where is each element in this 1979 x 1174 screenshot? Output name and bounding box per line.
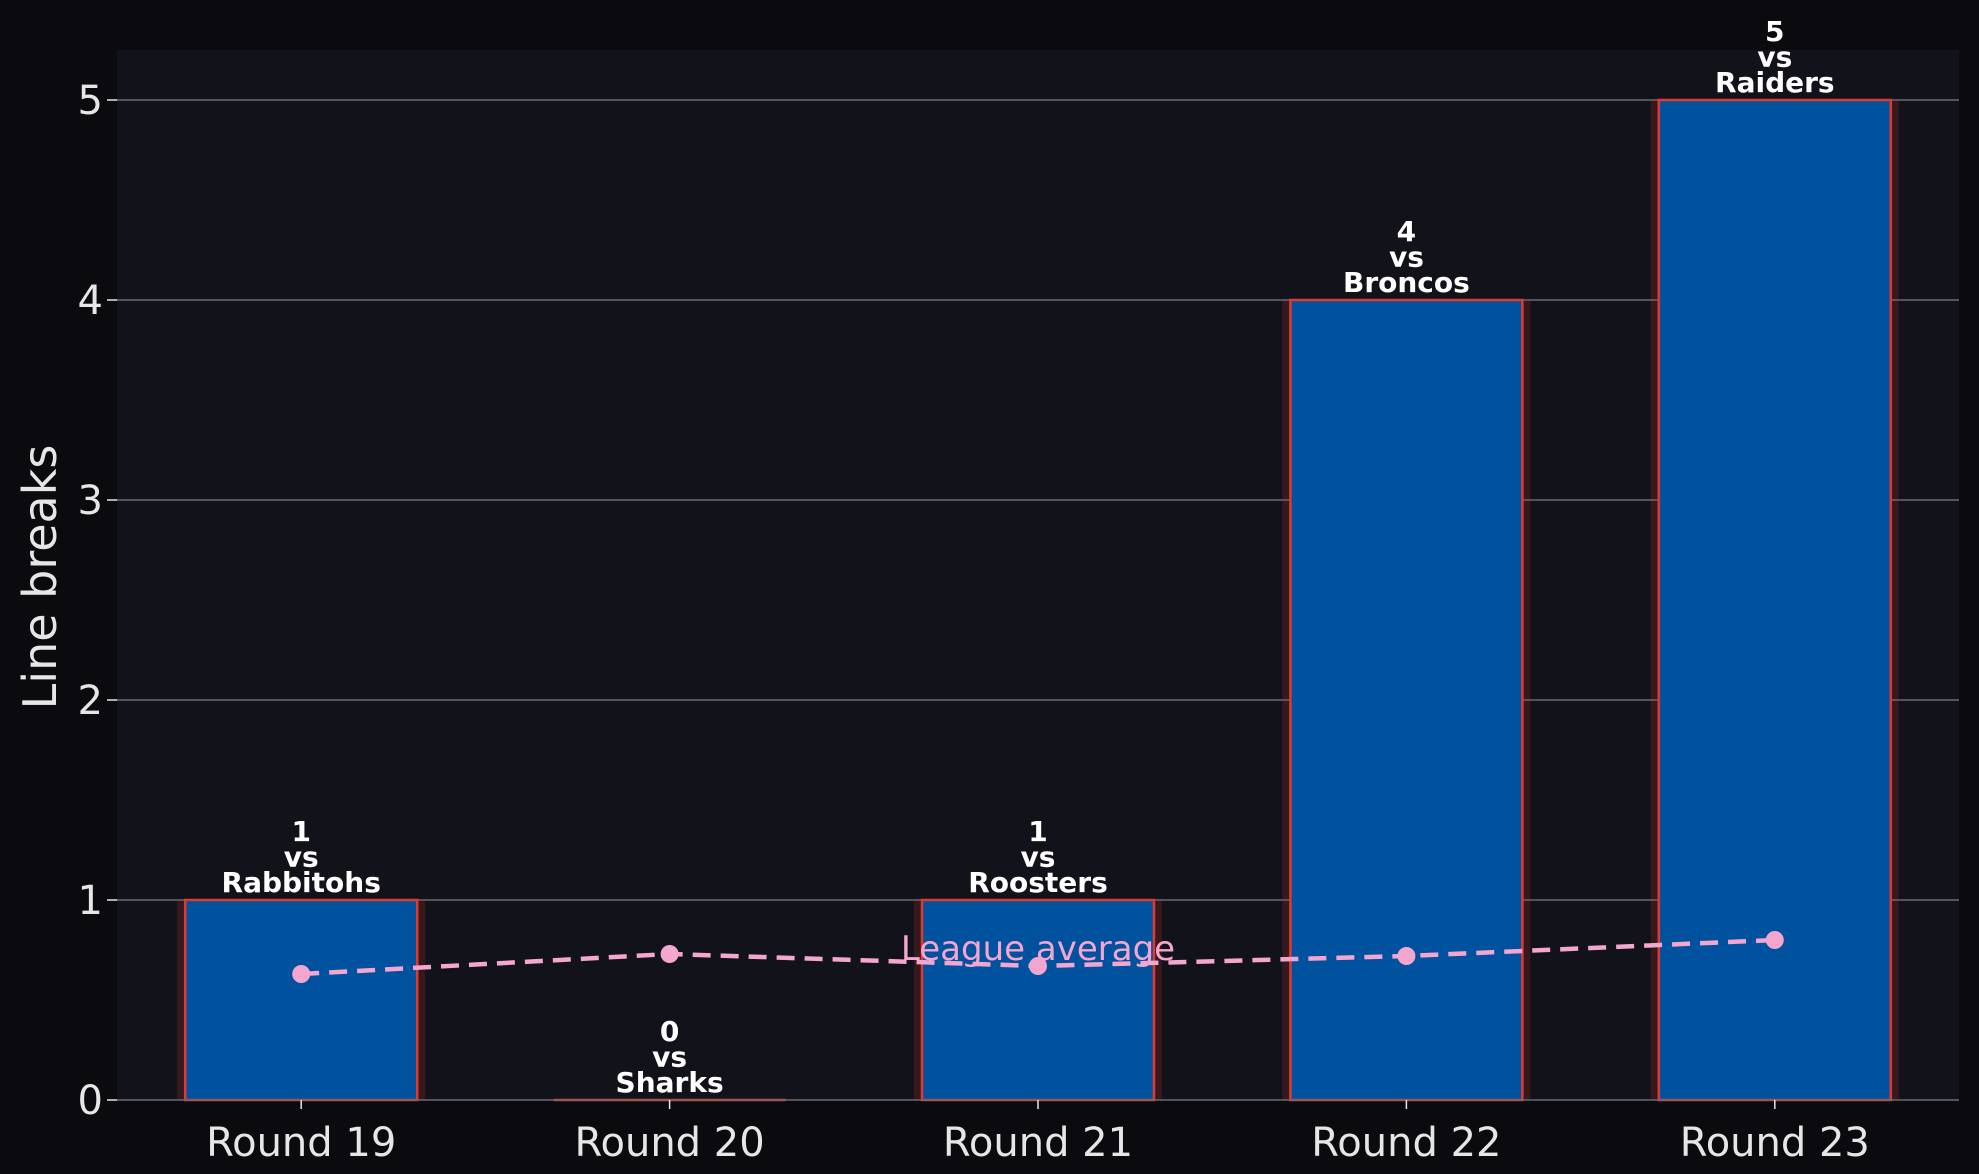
league-average-point-3	[1029, 957, 1047, 975]
ytick-label-5: 5	[78, 78, 103, 124]
league-average-point-5	[1765, 931, 1784, 949]
y-axis-ticks: 0 1 2 3 4 5	[78, 78, 117, 1124]
league-average-point-4	[1397, 947, 1416, 965]
xtick-label-round-19: Round 19	[206, 1120, 396, 1166]
bar-value-label-3: 1	[1028, 815, 1047, 848]
bar-value-label-2: 0	[660, 1015, 679, 1048]
bar-opponent-label-1: Rabbitohs	[222, 866, 381, 899]
ytick-label-1: 1	[78, 878, 103, 924]
bar-value-label-5: 5	[1765, 15, 1784, 48]
xtick-label-round-20: Round 20	[575, 1120, 765, 1166]
bar-opponent-label-2: Sharks	[616, 1066, 724, 1099]
xtick-label-round-21: Round 21	[943, 1120, 1133, 1166]
league-average-point-1	[292, 965, 311, 983]
xtick-label-round-23: Round 23	[1680, 1120, 1870, 1166]
y-axis-title: Line breaks	[13, 445, 67, 710]
bar-labels: 1vsRabbitohs0vsSharks1vsRoosters4vsBronc…	[222, 15, 1835, 1099]
bar-vs-label-4: vs	[1389, 241, 1424, 274]
bar-opponent-label-4: Broncos	[1343, 266, 1470, 299]
ytick-label-2: 2	[78, 678, 103, 724]
bar-round-19	[183, 898, 419, 1102]
ytick-label-0: 0	[78, 1078, 103, 1124]
bar-vs-label-3: vs	[1021, 841, 1056, 874]
league-average-line: League average	[292, 929, 1784, 983]
bar-vs-label-5: vs	[1757, 41, 1792, 74]
bar-round-22	[1289, 298, 1524, 1102]
xtick-label-round-22: Round 22	[1311, 1120, 1501, 1166]
league-average-label: League average	[901, 929, 1175, 969]
bar-opponent-label-3: Roosters	[968, 866, 1108, 899]
bar-opponent-label-5: Raiders	[1715, 66, 1835, 99]
bar-vs-label-2: vs	[652, 1041, 687, 1074]
bar-round-23	[1657, 98, 1893, 1102]
bar-value-label-4: 4	[1397, 215, 1416, 248]
ytick-label-3: 3	[78, 478, 103, 524]
league-average-point-2	[660, 945, 679, 963]
x-axis-ticks: Round 19 Round 20 Round 21 Round 22 Round 23	[206, 1100, 1870, 1166]
bar-round-21	[920, 898, 1156, 1102]
bar-vs-label-1: vs	[284, 841, 319, 874]
bar-value-label-1: 1	[291, 815, 310, 848]
ytick-label-4: 4	[78, 278, 103, 324]
